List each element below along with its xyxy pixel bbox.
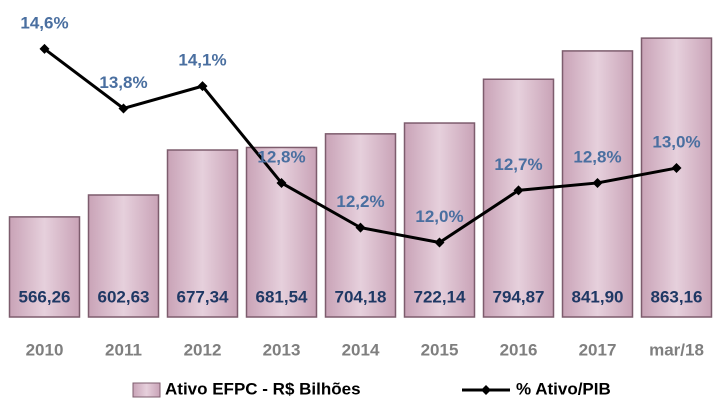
line-marker	[592, 177, 603, 188]
legend-label: % Ativo/PIB	[516, 379, 611, 398]
bar-value-label: 566,26	[19, 287, 71, 306]
bar-value-label: 602,63	[98, 287, 150, 306]
x-tick-label: 2014	[342, 340, 380, 359]
line-marker	[118, 103, 129, 114]
line-value-label: 12,7%	[494, 155, 542, 174]
line-marker	[39, 43, 50, 54]
line-value-label: 13,0%	[652, 133, 700, 152]
x-tick-label: 2011	[105, 340, 142, 359]
line-marker	[671, 163, 682, 174]
bar-value-label: 794,87	[493, 287, 545, 306]
line-value-label: 14,1%	[178, 51, 226, 70]
bar	[245, 146, 318, 318]
bar-value-label: 722,14	[414, 287, 467, 306]
x-tick-label: 2016	[500, 340, 538, 359]
x-tick-label: 2017	[579, 340, 617, 359]
bar	[87, 194, 160, 318]
bar-value-label: 704,18	[335, 287, 387, 306]
bar	[403, 122, 476, 318]
bar-value-label: 681,54	[256, 287, 309, 306]
bar-value-label: 841,90	[572, 287, 624, 306]
bar	[640, 37, 713, 318]
line-marker	[434, 237, 445, 248]
line-marker	[513, 185, 524, 196]
line-marker	[197, 81, 208, 92]
legend-marker	[481, 385, 491, 395]
line-marker	[276, 177, 287, 188]
legend-label: Ativo EFPC - R$ Bilhões	[165, 379, 361, 398]
line-value-label: 14,6%	[20, 13, 68, 32]
x-tick-label: 2013	[263, 340, 301, 359]
line-value-label: 12,0%	[415, 207, 463, 226]
x-tick-label: 2010	[26, 340, 64, 359]
bar	[166, 149, 239, 318]
line-value-label: 13,8%	[99, 73, 147, 92]
bar-value-label: 863,16	[651, 287, 703, 306]
bar	[8, 216, 81, 318]
line-value-label: 12,8%	[257, 147, 305, 166]
bar	[482, 78, 555, 318]
x-tick-label: 2015	[421, 340, 459, 359]
line-value-label: 12,8%	[573, 147, 621, 166]
x-tick-label: 2012	[184, 340, 222, 359]
legend-swatch	[132, 382, 161, 398]
line-marker	[355, 222, 366, 233]
line-value-label: 12,2%	[336, 192, 384, 211]
x-tick-label: mar/18	[649, 340, 704, 359]
bar-value-label: 677,34	[177, 287, 230, 306]
